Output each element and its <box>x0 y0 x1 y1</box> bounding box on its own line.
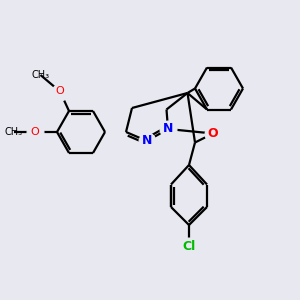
Text: CH₃: CH₃ <box>4 127 22 137</box>
Text: N: N <box>163 122 173 136</box>
Text: O: O <box>208 127 218 140</box>
Text: Cl: Cl <box>182 239 196 253</box>
Text: O: O <box>56 86 64 97</box>
Text: O: O <box>30 127 39 137</box>
Text: CH₃: CH₃ <box>32 70 50 80</box>
Text: N: N <box>142 134 152 148</box>
